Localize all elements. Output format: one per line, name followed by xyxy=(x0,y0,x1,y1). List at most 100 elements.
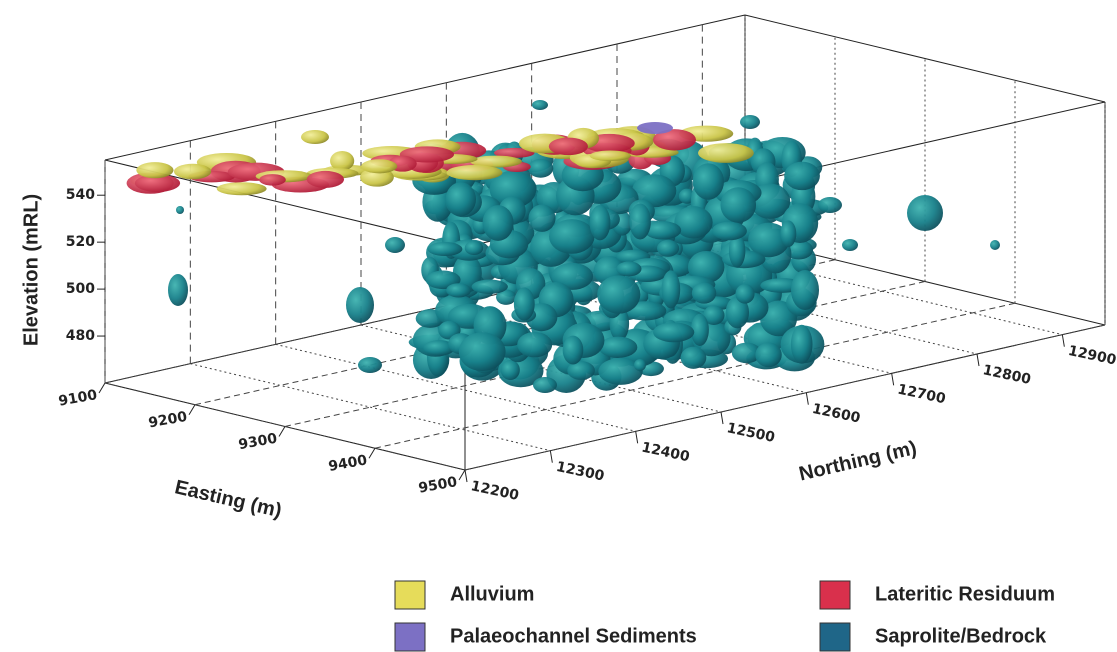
render-blob xyxy=(637,122,673,134)
legend-label: Palaeochannel Sediments xyxy=(450,625,697,647)
y-tick-label: 12500 xyxy=(725,420,776,446)
render-blob xyxy=(791,325,813,364)
legend-swatch xyxy=(820,581,850,609)
x-tick-label: 9200 xyxy=(147,409,188,432)
x-tick-label: 9400 xyxy=(327,452,368,475)
render-blob xyxy=(740,115,760,129)
y-tick-label: 12900 xyxy=(1067,343,1117,369)
render-blob xyxy=(176,206,184,214)
render-blob xyxy=(662,270,681,308)
render-blob xyxy=(361,159,397,173)
render-blob xyxy=(459,332,506,371)
legend-swatch xyxy=(395,581,425,609)
x-axis-title: Easting (m) xyxy=(173,476,284,522)
tick-mark xyxy=(636,431,638,443)
render-blob xyxy=(549,219,595,254)
legend: Alluvium Lateritic Residuum Palaeochannel … xyxy=(395,581,1055,651)
legend-swatch xyxy=(395,623,425,651)
render-blob xyxy=(428,242,463,256)
legend-label: Alluvium xyxy=(450,583,534,605)
render-blob xyxy=(549,138,588,156)
render-blob xyxy=(698,143,754,163)
render-blob xyxy=(818,197,842,213)
render-blob xyxy=(483,205,514,241)
tick-mark xyxy=(459,470,465,480)
z-tick-label: 500 xyxy=(66,281,95,297)
render-blob xyxy=(634,359,646,371)
render-blob xyxy=(533,377,557,393)
render-blob xyxy=(590,150,631,161)
x-tick-label: 9100 xyxy=(57,387,98,410)
tick-mark xyxy=(550,451,552,463)
y-axis-title: Northing (m) xyxy=(797,437,919,485)
render-blob xyxy=(563,336,584,365)
y-tick-label: 12800 xyxy=(981,362,1032,388)
render-blob xyxy=(517,332,552,357)
render-blob xyxy=(842,239,858,251)
render-blob xyxy=(528,204,555,231)
tick-mark xyxy=(892,373,894,385)
tick-mark xyxy=(279,427,285,437)
render-blob xyxy=(657,240,679,257)
y-tick-label: 12600 xyxy=(811,401,862,427)
render-blob xyxy=(346,287,374,323)
render-blob xyxy=(674,206,712,238)
render-blob xyxy=(168,274,188,306)
render-blob xyxy=(784,162,820,191)
legend-swatch xyxy=(820,623,850,651)
tick-mark xyxy=(806,393,808,405)
render-blob xyxy=(735,284,754,304)
render-blob xyxy=(514,287,535,320)
y-tick-label: 12200 xyxy=(469,478,520,504)
tick-mark xyxy=(189,405,195,415)
chart: 9100920093009400950012200123001240012500… xyxy=(0,0,1117,652)
render-blob xyxy=(653,322,694,342)
render-blob xyxy=(692,283,716,304)
tick-mark xyxy=(369,448,375,458)
render-blob xyxy=(465,241,483,255)
z-axis-title: Elevation (mRL) xyxy=(20,194,42,346)
render-blob xyxy=(791,270,819,310)
y-tick-label: 12700 xyxy=(896,382,947,408)
render-blob xyxy=(259,174,286,185)
render-blob xyxy=(532,100,548,110)
render-blob xyxy=(501,360,520,380)
render-blob xyxy=(136,162,173,178)
y-tick-label: 12400 xyxy=(640,440,691,466)
render-blob xyxy=(712,222,747,241)
render-blob xyxy=(780,220,796,247)
render-blob xyxy=(472,280,508,294)
render-blob xyxy=(720,187,756,223)
tick-mark xyxy=(1062,335,1064,347)
render-blob xyxy=(693,163,724,199)
render-blob xyxy=(446,165,502,180)
render-blob xyxy=(990,240,1000,250)
legend-label: Lateritic Residuum xyxy=(875,583,1055,605)
render-blob xyxy=(629,203,651,239)
z-tick-label: 480 xyxy=(66,328,95,344)
tick-mark xyxy=(465,470,467,482)
render-blob xyxy=(597,275,640,313)
tick-mark xyxy=(977,354,979,366)
render-blob xyxy=(174,164,211,180)
render-blob xyxy=(358,357,382,373)
tick-mark xyxy=(99,383,105,393)
render-blob xyxy=(307,171,344,188)
x-tick-label: 9500 xyxy=(417,474,458,497)
render-blob xyxy=(446,182,476,216)
render-blob xyxy=(301,130,329,144)
z-tick-label: 540 xyxy=(66,187,95,203)
render-blob xyxy=(528,159,553,178)
render-blob xyxy=(681,347,707,369)
legend-label: Saprolite/Bedrock xyxy=(875,625,1047,647)
render-blob xyxy=(590,205,611,240)
y-tick-label: 12300 xyxy=(555,459,606,485)
render-blob xyxy=(385,237,405,253)
z-tick-label: 520 xyxy=(66,234,95,250)
render-blob xyxy=(217,182,267,195)
render-blob xyxy=(907,195,943,231)
volume-render xyxy=(127,100,1000,393)
tick-mark xyxy=(721,412,723,424)
render-blob xyxy=(446,283,471,297)
render-blob xyxy=(755,342,781,367)
